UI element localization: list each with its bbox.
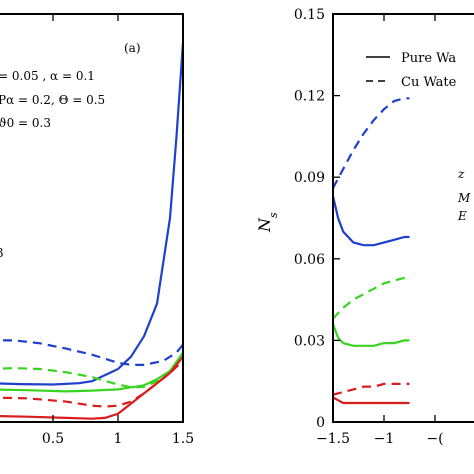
annotation-alpha: = 0.05 , α = 0.1 (0, 69, 95, 83)
panel-a-series-line-0 (0, 42, 183, 386)
panel-a-series-line-4 (0, 356, 183, 420)
panel-b-y-tick-label: 0.12 (294, 89, 325, 105)
panel-b-x-tick-label: −( (426, 431, 443, 447)
annotation-three: 3 (0, 246, 4, 260)
panel-a-x-ticks: 0.5 1 1.5 (42, 14, 194, 447)
panel-b-series (333, 97, 410, 405)
panel-a-series-line-3 (0, 355, 183, 389)
panel-b-y-tick-label: 0.15 (294, 7, 325, 23)
y-axis-label-sub: s (267, 212, 280, 218)
legend-label-dashed: Cu Wate (401, 75, 457, 90)
panel-a-series-line-1 (0, 339, 183, 366)
panel-b-series-line-0 (333, 97, 410, 189)
panel-a-series-line-5 (0, 359, 183, 408)
panel-b-frame (332, 13, 474, 423)
legend: Pure Wa Cu Wate (366, 51, 457, 90)
annotation-p-theta: Pα = 0.2, Θ = 0.5 (0, 93, 105, 107)
panel-b-x-tick-label: −1 (374, 431, 395, 447)
panel-b-y-tick-label: 0 (316, 415, 325, 431)
panel-a: 0.5 1 1.5 (a) = 0.05 , α = 0.1 Pα = 0.2, Θ… (0, 13, 194, 447)
annotation-theta0: ϑ0 = 0.3 (0, 116, 51, 130)
legend-label-solid: Pure Wa (401, 51, 456, 66)
panel-b-x-tick-label: −1.5 (316, 431, 350, 447)
panel-label: (a) (124, 41, 141, 55)
panel-b-series-line-1 (333, 195, 410, 247)
panel-b-ticks: −1.5 −1 −( 0 0.03 0.06 0.09 0.12 0.15 (294, 7, 444, 447)
panel-b-y-tick-label: 0.06 (294, 252, 325, 268)
panel-a-x-tick-label: 1 (114, 431, 123, 447)
panel-b-y-tick-label: 0.03 (294, 333, 325, 349)
panel-b-series-line-4 (333, 382, 410, 396)
panel-a-frame (0, 13, 184, 423)
panel-b-series-line-2 (333, 276, 410, 320)
panel-b-series-line-5 (333, 396, 410, 405)
panel-a-axes (0, 13, 184, 423)
panel-a-x-tick-label: 1.5 (172, 431, 194, 447)
annotation-e: E (457, 209, 467, 223)
panel-a-x-tick-label: 0.5 (42, 431, 64, 447)
annotation-z: z (457, 167, 465, 181)
annotation-m: M (457, 191, 471, 205)
panel-b-y-tick-label: 0.09 (294, 170, 325, 186)
panel-b-series-line-3 (333, 323, 410, 347)
panel-b: −1.5 −1 −( 0 0.03 0.06 0.09 0.12 0.15 Ns Pure Wa… (255, 7, 474, 447)
y-axis-label: Ns (255, 212, 280, 233)
panel-b-axes (332, 13, 474, 423)
